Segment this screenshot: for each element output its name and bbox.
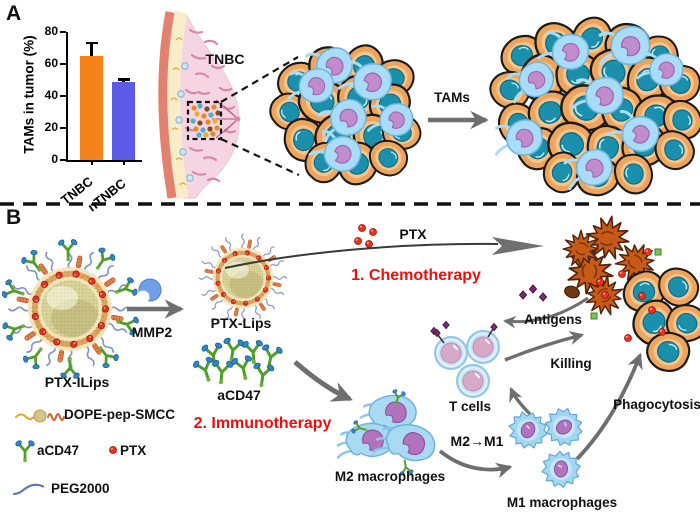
- immune-dots: [175, 62, 194, 182]
- mmp2-label: MMP2: [131, 324, 173, 340]
- tumor-site-dots: [190, 103, 221, 138]
- legend-peg2000-label: PEG2000: [51, 481, 110, 496]
- m2-to-m1-arrow: [438, 449, 513, 479]
- m2-macrophages-label: M2 macrophages: [334, 469, 446, 484]
- ptx-lips-liposome: [199, 234, 287, 322]
- t-cell: [466, 330, 500, 364]
- y-tick-label: 0: [51, 152, 58, 166]
- y-tick-mark: [60, 31, 66, 33]
- t-cell: [456, 364, 490, 398]
- m1-to-tcells-arrow: [509, 387, 532, 416]
- acd47-label: aCD47: [217, 387, 261, 403]
- acd47-antibody-icon: [110, 273, 142, 304]
- error-bar: [116, 78, 131, 82]
- ptx-dot-icon: [108, 445, 118, 455]
- x-tick-mark: [90, 160, 93, 165]
- peg2000-wave-icon: [12, 483, 45, 496]
- y-tick-mark: [60, 159, 66, 161]
- panel-a-label: A: [6, 2, 22, 25]
- tumor-cluster-small: [264, 37, 428, 192]
- phagocytosis-label: Phagocytosis: [613, 397, 700, 412]
- killing-label: Killing: [550, 356, 592, 371]
- acd47-antibody-icon: [239, 337, 267, 367]
- ptx-ilips-liposome: [0, 236, 143, 381]
- immunotherapy-arrow: [293, 360, 353, 402]
- antigens-label: Antigens: [524, 312, 582, 327]
- free-ptx-dots: [353, 223, 378, 249]
- tumor-cluster-large: [482, 10, 700, 206]
- antigen-square: [654, 248, 662, 256]
- killing-arrow: [504, 331, 585, 362]
- plot-area: 80 60 40 20 0 TNBC nTNBC: [45, 24, 142, 215]
- panel-b-label: B: [6, 206, 22, 229]
- m1-macrophages-group: [508, 401, 591, 494]
- ptx-ilips-label: PTX-ILips: [44, 374, 110, 390]
- legend-dope-pep-smcc-label: DOPE-pep-SMCC: [64, 407, 175, 422]
- bar-rect: [112, 81, 135, 160]
- t-cell: [434, 336, 468, 370]
- m1-macrophage: [536, 444, 586, 494]
- y-tick-label: 40: [44, 88, 58, 102]
- m2-macrophages-group: [336, 387, 440, 478]
- m1-macrophage: [537, 401, 591, 453]
- ptx-lips-label: PTX-Lips: [210, 315, 272, 331]
- m1-macrophages-label: M1 macrophages: [506, 495, 618, 510]
- y-tick-mark: [60, 127, 66, 129]
- antigen-diamonds: [430, 284, 547, 336]
- dope-pep-smcc-icon: [15, 409, 65, 423]
- y-tick-label: 80: [44, 24, 58, 38]
- bar-chart: TAMs in tumor (%) 80 60 40 20 0 TNBC nTN…: [8, 22, 160, 222]
- ptx-label: PTX: [399, 226, 427, 242]
- y-tick-mark: [60, 63, 66, 65]
- acd47-cluster: [189, 334, 286, 391]
- acd47-antibody-icon: [208, 357, 236, 387]
- legend-ptx-label: PTX: [120, 443, 147, 458]
- x-tick-mark: [122, 160, 125, 165]
- acd47-antibody-icon: [18, 340, 52, 374]
- nipple: [212, 99, 241, 139]
- bar-rect: [80, 56, 103, 160]
- immunotherapy-label: 2. Immunotherapy: [193, 415, 332, 432]
- phagocytosis-arrow: [575, 352, 643, 461]
- acd47-antibody-icon: [55, 236, 81, 263]
- zoom-line-top: [220, 56, 299, 103]
- acd47-antibody-icon: [0, 314, 30, 345]
- y-tick-label: 20: [44, 120, 58, 134]
- breast-illustration: [158, 10, 300, 199]
- chemotherapy-arrow: [224, 242, 499, 269]
- fat-strands: [170, 37, 187, 186]
- zoom-box: [186, 100, 223, 141]
- y-tick-label: 60: [44, 56, 58, 70]
- mmp2-enzyme-icon: [136, 278, 162, 304]
- chemotherapy-arrowhead: [492, 237, 544, 255]
- legend-acd47-label: aCD47: [37, 443, 80, 458]
- m2-to-m1-label: M2→M1: [450, 433, 504, 449]
- chemotherapy-label: 1. Chemotherapy: [351, 267, 481, 284]
- t-cells-label: T cells: [448, 399, 492, 414]
- acd47-antibody-icon: [13, 438, 37, 464]
- antigens-arrow: [503, 296, 589, 329]
- acd47-antibody-icon: [248, 359, 278, 391]
- y-tick-mark: [60, 95, 66, 97]
- zoom-line-bottom: [220, 138, 300, 176]
- tams-label: TAMs: [434, 90, 470, 105]
- tnbc-label: TNBC: [205, 51, 245, 67]
- error-bar: [84, 41, 99, 56]
- t-cells-group: [433, 322, 500, 398]
- acd47-antibody-icon: [86, 243, 120, 277]
- cell-debris: [564, 285, 580, 299]
